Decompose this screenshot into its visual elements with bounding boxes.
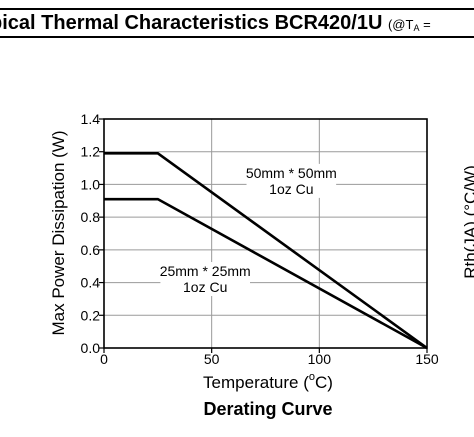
- page-title: pical Thermal Characteristics BCR420/1U …: [0, 10, 431, 41]
- title-condition: (@TA =: [387, 17, 431, 33]
- page-title-text: pical Thermal Characteristics BCR420/1U: [0, 12, 383, 34]
- y-tick-label: 1.2: [81, 144, 101, 160]
- series-label-1-line-1: 50mm * 50mm: [246, 165, 337, 181]
- y-tick-label: 1.4: [81, 111, 101, 127]
- condition-subscript: A: [413, 23, 420, 33]
- x-axis-label-unit: C): [315, 373, 333, 392]
- series-line-2: [104, 197, 428, 350]
- x-axis-label-degree: o: [309, 371, 315, 383]
- condition-suffix: =: [419, 17, 431, 32]
- y-tick-label: 0.2: [81, 307, 101, 323]
- x-tick-label: 150: [415, 351, 439, 367]
- y-tick-label: 0.0: [81, 340, 101, 356]
- chart-ticks: 0.0 0.2 0.4 0.6 0.8 1.0 1.2 1.4 0 50 100 150: [81, 111, 439, 367]
- condition-prefix: (@T: [387, 17, 414, 32]
- header-rule-box: [0, 8, 474, 38]
- chart-series: [104, 152, 428, 350]
- y-tick-label: 0.8: [81, 209, 101, 225]
- plot-frame: [103, 118, 428, 349]
- x-tick-label: 100: [308, 351, 332, 367]
- series-label-background: [246, 163, 337, 198]
- series-line-1: [104, 152, 428, 350]
- series-label-2-line-2: 1oz Cu: [183, 279, 227, 295]
- series-label-background: [160, 262, 251, 297]
- right-partial-axis-label: Rth(JA) (°C/W): [461, 165, 474, 279]
- x-tick-label: 50: [204, 351, 220, 367]
- x-axis-label: Temperature (oC): [203, 371, 333, 392]
- y-tick-label: 1.0: [81, 176, 101, 192]
- series-label-1-line-2: 1oz Cu: [269, 181, 313, 197]
- x-tick-label: 0: [100, 351, 108, 367]
- series-label-2-line-1: 25mm * 25mm: [160, 263, 251, 279]
- y-axis-label: Max Power Dissipation (W): [49, 131, 68, 336]
- y-tick-label: 0.4: [81, 275, 101, 291]
- chart-title: Derating Curve: [203, 399, 332, 419]
- y-tick-label: 0.6: [81, 242, 101, 258]
- x-axis-label-main: Temperature (: [203, 373, 309, 392]
